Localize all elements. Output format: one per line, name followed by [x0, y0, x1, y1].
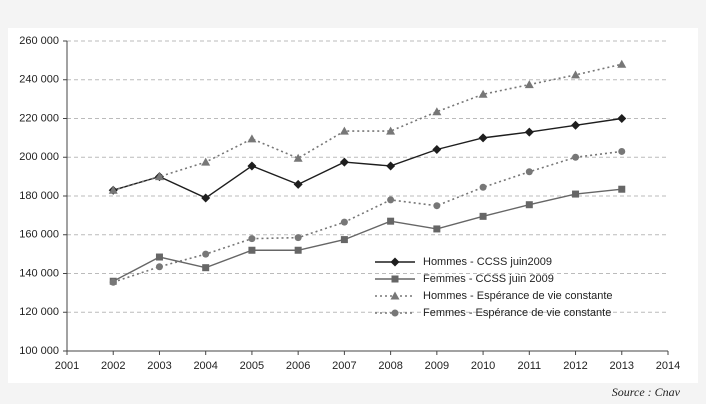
x-tick-label: 2012: [563, 360, 587, 372]
marker: [478, 133, 488, 143]
x-tick-label: 2004: [193, 360, 217, 372]
series-line: [113, 117, 622, 199]
x-tick-label: 2014: [656, 360, 680, 372]
marker: [248, 246, 256, 254]
marker: [109, 278, 117, 286]
x-tick-label: 2008: [378, 360, 402, 372]
y-tick-label: 260 000: [19, 35, 59, 47]
series-line: [113, 63, 622, 191]
marker: [201, 193, 211, 203]
legend-label: Femmes - CCSS juin 2009: [423, 273, 554, 285]
marker: [525, 168, 533, 176]
marker: [339, 157, 349, 167]
marker: [524, 127, 534, 137]
y-tick-label: 220 000: [19, 112, 59, 124]
x-tick-label: 2006: [286, 360, 310, 372]
series-line: [112, 188, 622, 282]
source: Source : Cnav: [612, 385, 681, 399]
y-tick-label: 160 000: [19, 229, 59, 241]
x-tick-label: 2002: [101, 360, 125, 372]
marker: [108, 185, 118, 194]
legend-marker: [391, 309, 399, 317]
marker: [618, 185, 626, 193]
marker: [248, 235, 256, 243]
marker: [247, 134, 257, 143]
legend-marker: [390, 291, 400, 300]
y-tick-label: 100 000: [19, 345, 59, 357]
marker: [479, 212, 487, 220]
legend-label: Hommes - CCSS juin2009: [423, 256, 552, 268]
legend-label: Femmes - Espérance de vie constante: [423, 307, 611, 319]
legend-marker: [390, 257, 400, 267]
y-tick-label: 200 000: [19, 151, 59, 163]
x-tick-label: 2005: [240, 360, 264, 372]
legend-label: Hommes - Espérance de vie constante: [423, 290, 613, 302]
plot-frame: [8, 28, 698, 383]
marker: [572, 153, 580, 161]
marker: [571, 70, 581, 79]
y-tick-label: 120 000: [19, 306, 59, 318]
marker: [524, 80, 534, 89]
marker: [432, 145, 442, 154]
marker: [386, 126, 396, 135]
marker: [339, 126, 349, 135]
series-line: [112, 150, 622, 283]
marker: [201, 157, 211, 166]
x-tick-label: 2013: [610, 360, 634, 372]
y-tick-label: 180 000: [19, 190, 59, 202]
y-tick-label: 240 000: [19, 74, 59, 86]
marker: [387, 196, 395, 204]
x-tick-label: 2009: [425, 360, 449, 372]
marker: [525, 201, 533, 209]
marker: [154, 172, 164, 181]
marker: [571, 120, 581, 130]
marker: [340, 218, 348, 226]
marker: [202, 250, 210, 258]
marker: [432, 107, 442, 116]
marker: [387, 217, 395, 225]
legend-marker: [391, 275, 399, 283]
marker: [478, 89, 488, 98]
y-tick-label: 140 000: [19, 267, 59, 279]
x-tick-label: 2011: [517, 360, 541, 372]
marker: [294, 234, 302, 242]
marker: [386, 161, 396, 171]
marker: [293, 179, 303, 189]
marker: [617, 114, 627, 123]
x-tick-label: 2001: [55, 360, 79, 372]
marker: [433, 225, 441, 233]
x-tick-label: 2007: [332, 360, 356, 372]
marker: [340, 236, 348, 244]
marker: [155, 253, 163, 261]
marker: [572, 190, 580, 198]
x-tick-label: 2003: [147, 360, 171, 372]
marker: [294, 246, 302, 254]
x-tick-label: 2010: [471, 360, 495, 372]
marker: [247, 161, 257, 171]
marker: [433, 202, 441, 210]
marker: [479, 183, 487, 191]
marker: [202, 264, 210, 272]
marker: [155, 263, 163, 271]
marker: [293, 153, 303, 162]
marker: [618, 147, 626, 155]
marker: [617, 59, 627, 68]
